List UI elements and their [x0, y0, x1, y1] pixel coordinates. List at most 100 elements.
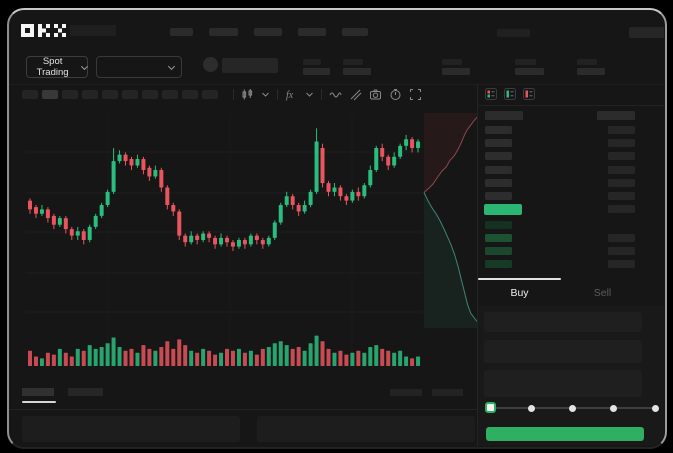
- stat-value-placeholder: [515, 68, 544, 75]
- tab-sell[interactable]: Sell: [593, 287, 612, 299]
- timeframe-chip[interactable]: [82, 90, 98, 99]
- candlestick-chart[interactable]: [22, 110, 478, 372]
- timeframe-chip[interactable]: [182, 90, 198, 99]
- stat-value-placeholder: [577, 68, 605, 75]
- timeframe-chip[interactable]: [162, 90, 178, 99]
- market-type-dropdown[interactable]: Spot Trading: [26, 56, 89, 78]
- orders-list-placeholder[interactable]: [22, 416, 240, 442]
- slider-stop-dot[interactable]: [651, 405, 659, 412]
- bid-price-placeholder: [485, 221, 512, 229]
- ask-row[interactable]: [478, 190, 664, 203]
- timeframe-chip[interactable]: [22, 90, 38, 99]
- divider: [478, 105, 664, 106]
- orders-list-placeholder[interactable]: [257, 416, 475, 442]
- stat-label-placeholder: [515, 59, 536, 65]
- ask-row[interactable]: [478, 164, 664, 177]
- order-form-field-placeholder[interactable]: [484, 340, 642, 363]
- buy-sell-tabs: Buy Sell: [478, 278, 644, 304]
- active-tab-underline: [22, 401, 56, 403]
- topbar-profile-placeholder[interactable]: [629, 27, 664, 38]
- divider: [233, 89, 234, 100]
- column-header-placeholder: [597, 111, 635, 120]
- orderbook-value-placeholder: [608, 205, 635, 213]
- pair-selector-dropdown[interactable]: [96, 56, 182, 78]
- ask-amount-placeholder: [608, 165, 635, 174]
- search-placeholder[interactable]: [70, 25, 116, 36]
- nav-item-placeholder[interactable]: [298, 28, 326, 36]
- ask-price-placeholder: [485, 165, 512, 174]
- timer-icon[interactable]: [389, 88, 402, 101]
- timeframe-chip[interactable]: [122, 90, 138, 99]
- bid-price-placeholder: [485, 260, 512, 268]
- candles-icon[interactable]: [241, 88, 254, 101]
- order-form-field-placeholder[interactable]: [484, 312, 642, 332]
- ask-price-placeholder: [485, 126, 512, 134]
- chevron-down-icon[interactable]: [305, 90, 314, 99]
- submit-order-button[interactable]: [486, 427, 644, 441]
- ask-amount-placeholder: [608, 178, 635, 187]
- nav-item-placeholder[interactable]: [342, 28, 368, 36]
- bid-price-placeholder: [485, 247, 512, 255]
- ask-amount-placeholder: [608, 152, 635, 161]
- ask-price-placeholder: [485, 139, 512, 148]
- order-form: [478, 306, 664, 446]
- timeframe-chip[interactable]: [142, 90, 158, 99]
- ask-amount-placeholder: [608, 126, 635, 134]
- volume-bars: [28, 335, 421, 366]
- slider-stop-dot[interactable]: [569, 405, 576, 412]
- last-price-indicator[interactable]: [484, 204, 522, 215]
- bid-row[interactable]: [478, 245, 664, 258]
- bid-row[interactable]: [478, 232, 664, 245]
- slider-handle[interactable]: [485, 402, 496, 413]
- timeframe-chip[interactable]: [202, 90, 218, 99]
- divider: [277, 89, 278, 100]
- order-form-field-placeholder[interactable]: [484, 370, 642, 397]
- bottom-tab-active-placeholder[interactable]: [22, 388, 54, 396]
- nav-item-placeholder[interactable]: [170, 28, 193, 36]
- ask-row[interactable]: [478, 124, 664, 137]
- divider: [321, 89, 322, 100]
- bottom-panel-button-placeholder[interactable]: [432, 389, 463, 396]
- chevron-down-icon[interactable]: [261, 90, 270, 99]
- tab-buy[interactable]: Buy: [478, 278, 561, 304]
- bid-row[interactable]: [478, 219, 664, 232]
- stat-label-placeholder: [577, 59, 597, 65]
- ask-row[interactable]: [478, 150, 664, 163]
- okx-logo[interactable]: OKX: [21, 24, 67, 37]
- ask-row[interactable]: [478, 137, 664, 150]
- nav-item-placeholder[interactable]: [209, 28, 238, 36]
- ticker-stat: [515, 59, 544, 75]
- slider-stop-dot[interactable]: [527, 405, 535, 412]
- ask-amount-placeholder: [608, 139, 635, 148]
- timeframe-chip-row: [22, 90, 218, 99]
- orderbook-header-row: [478, 110, 664, 123]
- camera-icon[interactable]: [369, 88, 382, 101]
- timeframe-chip[interactable]: [62, 90, 78, 99]
- draw-line-icon[interactable]: [349, 88, 362, 101]
- fullscreen-icon[interactable]: [409, 88, 422, 101]
- book-both-icon[interactable]: [485, 88, 497, 100]
- ask-row[interactable]: [478, 177, 664, 190]
- stat-label-placeholder: [442, 59, 462, 65]
- stat-label-placeholder: [303, 59, 321, 65]
- indicators-icon[interactable]: fx: [285, 88, 298, 101]
- book-bids-icon[interactable]: [504, 88, 516, 100]
- stat-label-placeholder: [343, 59, 363, 65]
- topbar-action-placeholder[interactable]: [497, 29, 530, 37]
- timeframe-chip[interactable]: [102, 90, 118, 99]
- column-header-placeholder: [485, 111, 523, 120]
- bottom-tab-placeholder[interactable]: [68, 388, 103, 396]
- wave-icon[interactable]: [329, 88, 342, 101]
- bottom-panel-button-placeholder[interactable]: [390, 389, 422, 396]
- book-asks-icon[interactable]: [523, 88, 535, 100]
- nav-item-placeholder[interactable]: [254, 28, 282, 36]
- timeframe-chip[interactable]: [42, 90, 58, 99]
- ask-price-placeholder: [485, 178, 512, 187]
- orderbook-view-toggle: [485, 88, 535, 100]
- slider-stop-dot[interactable]: [610, 405, 618, 412]
- depth-overlay: [423, 113, 478, 328]
- bid-row[interactable]: [478, 258, 664, 271]
- coin-avatar: [203, 57, 218, 72]
- ask-amount-placeholder: [608, 192, 635, 200]
